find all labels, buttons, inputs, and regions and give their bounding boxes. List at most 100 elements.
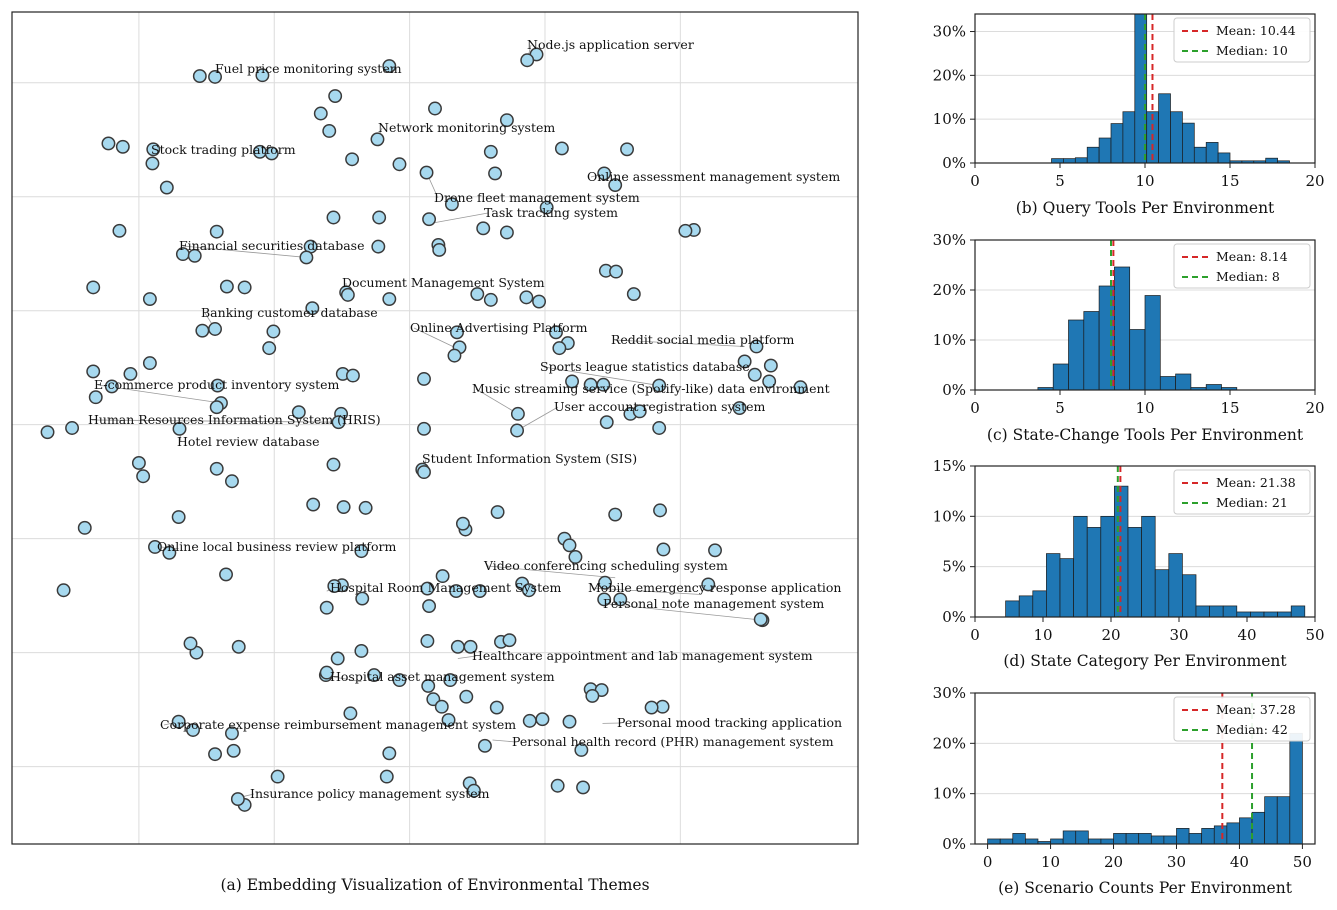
scatter-point	[472, 584, 487, 599]
scatter-point	[562, 538, 577, 553]
scatter-point	[678, 223, 693, 238]
scatter-point	[574, 743, 589, 757]
scatter-point	[208, 322, 222, 336]
annotation-leader-line	[242, 793, 255, 797]
histogram-d: 0% 5% 10% 15% 0 10 20 30 40 50 Mean: 21.38 Median: …	[933, 457, 1325, 670]
scatter-point	[417, 421, 431, 436]
annotation-leader-line	[492, 739, 517, 743]
x-tick-label: 10	[1033, 626, 1052, 644]
scatter-point	[115, 139, 130, 154]
y-tick-label: 30%	[933, 231, 966, 249]
histogram-c: 0% 10% 20% 30% 0 5 10 15 20 Mean: 8.14 Median: 8 (c…	[933, 231, 1325, 444]
histogram-bar	[1201, 828, 1215, 845]
scatter-point	[355, 591, 370, 606]
x-tick-label: 0	[983, 853, 993, 871]
scatter-point	[262, 341, 277, 356]
x-tick-label: 30	[1169, 626, 1188, 644]
scatter-annotation-label: Student Information System (SIS)	[422, 451, 637, 466]
scatter-point	[450, 325, 464, 340]
scatter-point	[371, 239, 386, 254]
histogram-bar	[1236, 611, 1251, 618]
scatter-point	[358, 500, 373, 515]
legend-mean-label: Mean: 8.14	[1216, 249, 1288, 264]
scatter-point	[550, 778, 565, 793]
scatter-point	[422, 599, 437, 613]
scatter-point	[521, 583, 536, 598]
scatter-point	[463, 639, 478, 654]
histogram-bar	[1195, 605, 1210, 618]
histogram-bar	[1025, 838, 1039, 845]
scatter-point	[319, 600, 334, 615]
histogram-bar	[1154, 569, 1170, 618]
scatter-point	[112, 223, 127, 238]
histogram-bar	[1073, 515, 1088, 618]
scatter-point	[565, 374, 580, 389]
scatter-point	[340, 287, 355, 302]
legend-median-label: Median: 8	[1216, 269, 1280, 284]
scatter-point	[171, 714, 186, 729]
histogram-bar	[1125, 833, 1140, 845]
scatter-point	[343, 706, 358, 721]
scatter-leader-lines	[91, 44, 755, 797]
x-tick-label: 30	[1167, 853, 1186, 871]
scatter-annotations: Node.js application server Fuel price mon…	[88, 37, 842, 801]
histogram-bar	[999, 838, 1014, 845]
histogram-bar	[1059, 558, 1074, 618]
histogram-bar	[1222, 605, 1238, 618]
scatter-point	[490, 505, 505, 519]
histogram-caption: (c) State-Change Tools Per Environment	[987, 426, 1304, 444]
y-tick-label: 0%	[942, 835, 966, 853]
y-tick-label: 10%	[933, 785, 966, 803]
axes-frame	[974, 692, 1316, 845]
histogram-bar	[1163, 835, 1177, 845]
scatter-annotation-label: Personal mood tracking application	[617, 715, 842, 730]
histogram-caption: (e) Scenario Counts Per Environment	[998, 879, 1293, 897]
scatter-point	[653, 503, 667, 518]
histogram-bar	[1264, 796, 1278, 845]
histogram-bar	[1193, 146, 1207, 164]
scatter-annotation-label: Online assessment management system	[587, 169, 840, 184]
scatter-point	[428, 101, 442, 116]
scatter-point	[392, 157, 407, 172]
histogram-bar	[1098, 285, 1115, 391]
x-tick-label: 50	[1305, 626, 1324, 644]
histogram-bar	[1263, 611, 1278, 618]
scatter-point	[210, 378, 225, 393]
scatter-point	[226, 743, 241, 758]
histogram-bar	[1100, 515, 1115, 618]
scatter-point	[732, 401, 747, 415]
scatter-annotation-label: Personal note management system	[603, 596, 824, 611]
scatter-point	[626, 287, 641, 301]
scatter-point	[568, 550, 583, 564]
scatter-point	[753, 612, 768, 627]
scatter-point	[422, 212, 437, 227]
y-tick-label: 20%	[933, 734, 966, 752]
scatter-point	[499, 113, 514, 128]
histogram-panel: 0% 10% 20% 30% 0 5 10 15 20 Mean: 10.44 Median: 10…	[933, 13, 1325, 897]
scatter-point	[187, 248, 202, 263]
y-tick-label: 0%	[942, 608, 966, 626]
annotation-leader-line	[426, 212, 489, 225]
scatter-caption: (a) Embedding Visualization of Environme…	[220, 876, 649, 894]
scatter-annotation-label: Task tracking system	[484, 205, 618, 220]
histogram-bar	[1159, 376, 1176, 391]
scatter-point	[186, 723, 200, 737]
histogram-bar	[1176, 828, 1190, 845]
scatter-point	[420, 634, 435, 648]
scatter-point	[632, 404, 647, 419]
x-tick-label: 5	[1055, 399, 1065, 417]
y-tick-label: 10%	[933, 507, 966, 525]
histogram-bar	[1100, 838, 1114, 845]
annotation-leader-line	[475, 388, 519, 415]
histogram-bar	[1265, 157, 1278, 164]
scatter-point	[136, 469, 151, 484]
scatter-point	[596, 377, 611, 392]
scatter-annotation-label: Online local business review platform	[157, 539, 396, 554]
histogram-bar	[1005, 600, 1020, 618]
scatter-point	[793, 380, 808, 395]
scatter-point	[488, 166, 503, 181]
scatter-point	[539, 200, 554, 215]
scatter-point	[372, 210, 387, 225]
scatter-point	[331, 415, 346, 430]
histogram-bar	[1122, 111, 1136, 164]
